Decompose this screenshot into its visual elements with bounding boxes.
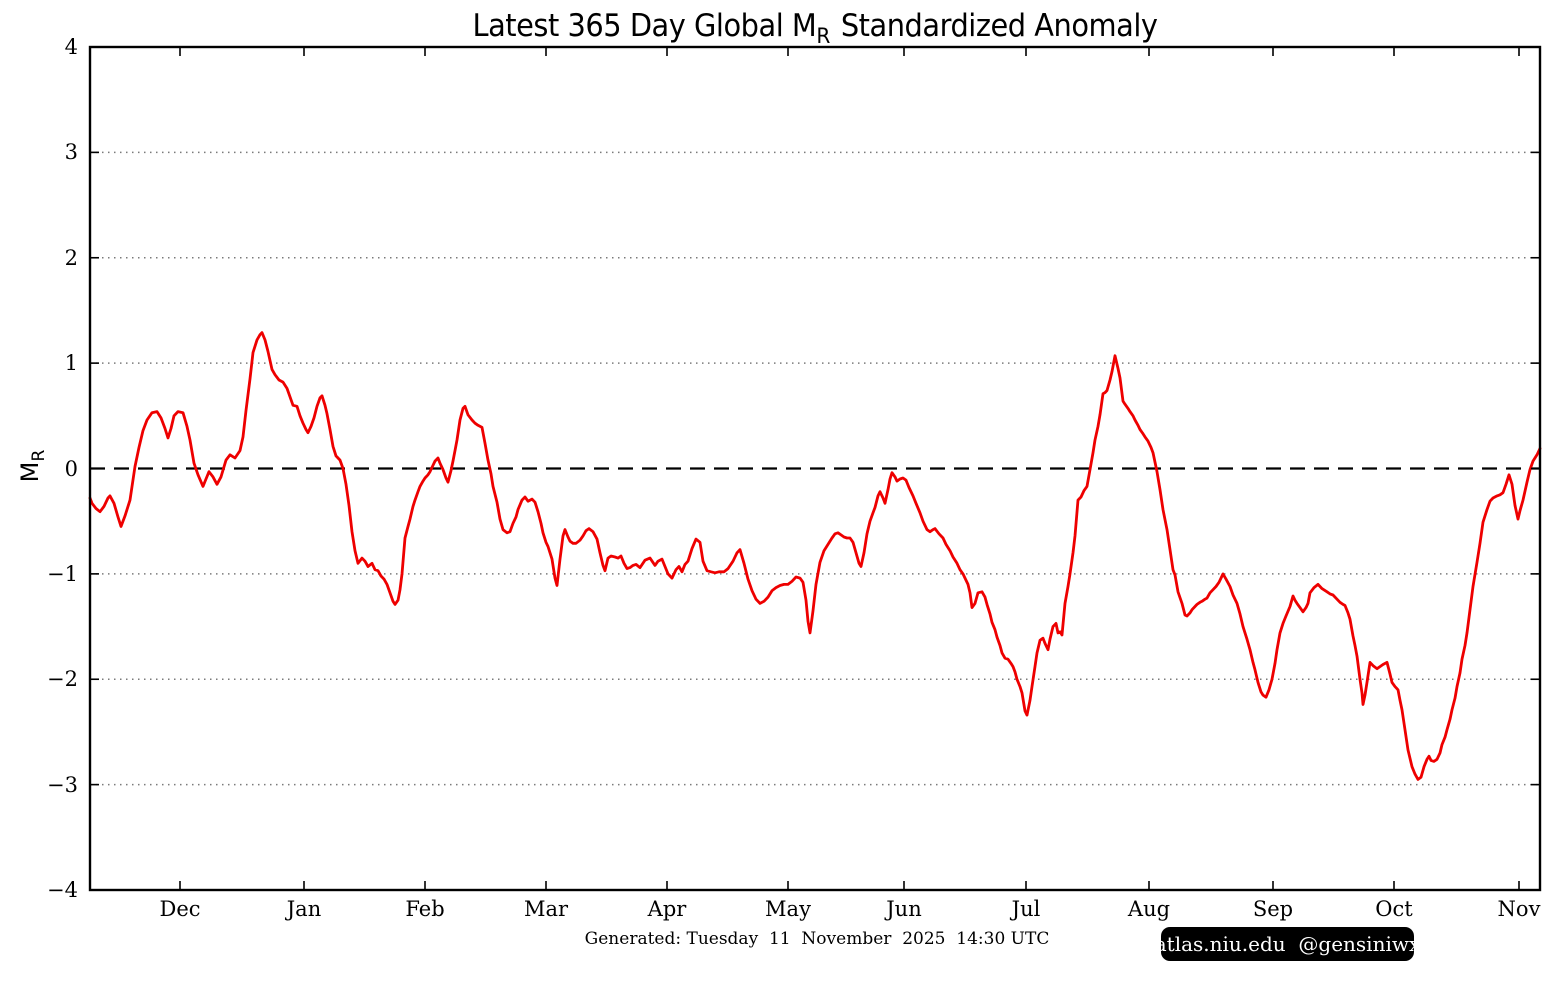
y-tick-label-−1: −1	[47, 561, 78, 586]
y-tick-label-−2: −2	[47, 667, 78, 692]
x-tick-label-Jun: Jun	[886, 897, 922, 921]
x-tick-label-Feb: Feb	[405, 897, 445, 921]
x-tick-label-Nov: Nov	[1497, 897, 1541, 921]
y-tick-label-2: 2	[64, 245, 78, 270]
x-tick-label-May: May	[765, 897, 811, 921]
y-tick-label-−3: −3	[47, 772, 78, 797]
chart-title: Latest 365 Day Global MR Standardized Ano…	[472, 8, 1158, 48]
chart-title-prefix: Latest 365 Day Global M	[472, 8, 817, 44]
x-tick-label-Mar: Mar	[523, 897, 569, 921]
plot-frame	[88, 45, 1542, 892]
y-tick-label-3: 3	[64, 140, 78, 165]
anomaly-line	[88, 331, 1542, 781]
chart-title-subscript: R	[816, 24, 830, 50]
x-tick-label-Jul: Jul	[1011, 897, 1041, 921]
x-tick-label-Apr: Apr	[647, 897, 687, 921]
y-tick-label-0: 0	[64, 456, 78, 481]
generated-timestamp: Generated: Tuesday 11 November 2025 14:3…	[584, 929, 1050, 949]
x-tick-label-Sep: Sep	[1252, 897, 1294, 921]
x-tick-label-Aug: Aug	[1127, 897, 1171, 921]
y-tick-label-−4: −4	[47, 878, 78, 902]
chart-title-suffix: Standardized Anomaly	[840, 8, 1158, 44]
x-tick-label-Dec: Dec	[159, 897, 201, 921]
attribution-badge: atlas.niu.edu @gensiniwx	[1155, 927, 1420, 961]
x-tick-label-Oct: Oct	[1375, 897, 1413, 921]
y-tick-label-1: 1	[64, 351, 78, 376]
x-tick-label-Jan: Jan	[286, 897, 322, 921]
y-tick-label-4: 4	[64, 35, 78, 59]
